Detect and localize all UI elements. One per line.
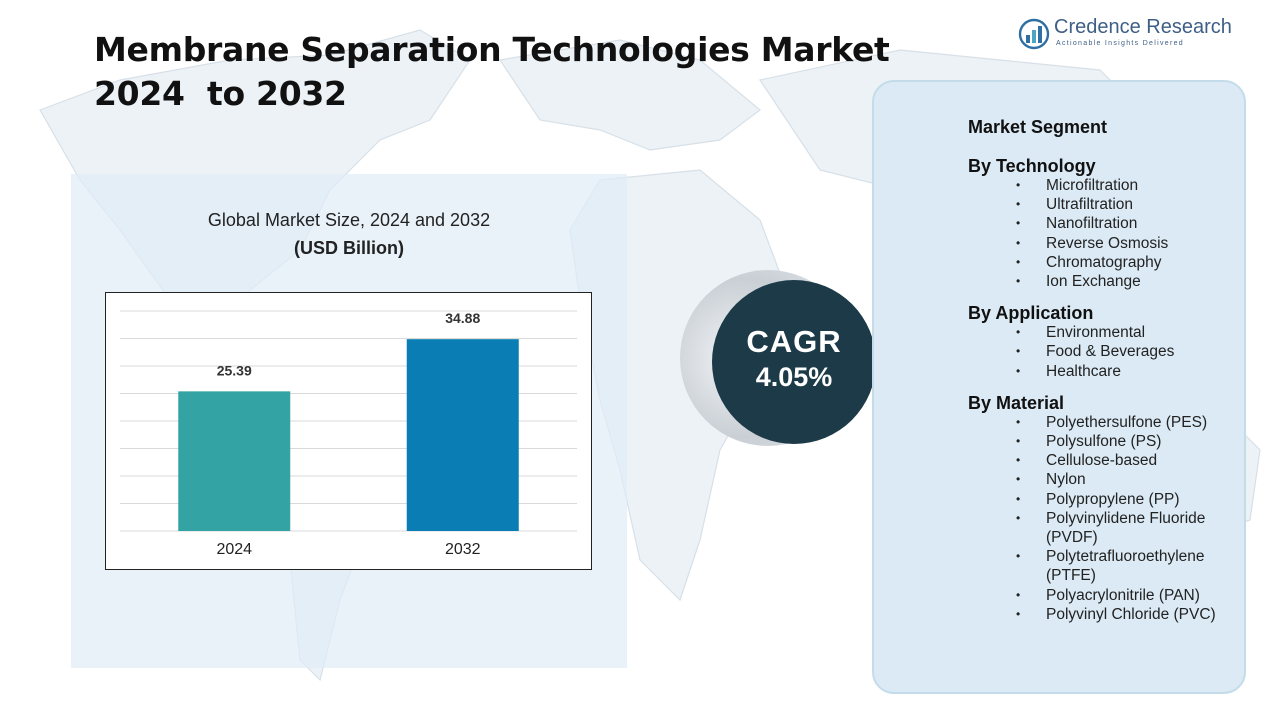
bullet-icon: •	[1016, 510, 1021, 525]
segment-item-label: Cellulose-based	[1046, 452, 1158, 470]
bullet-icon: •	[1016, 216, 1021, 231]
bullet-icon: •	[1016, 587, 1021, 602]
segment-item: • Nanofiltration	[968, 214, 1244, 233]
segment-item-label: Healthcare	[1046, 362, 1121, 380]
title-line-1: Membrane Separation Technologies Market	[94, 30, 890, 69]
bar-chart-logo-icon	[1018, 18, 1050, 50]
segment-item: • Polyethersulfone (PES)	[968, 413, 1244, 432]
cagr-value: 4.05%	[755, 362, 833, 392]
segment-item: • Nylon	[968, 470, 1244, 489]
segment-group: By Material • Polyethersulfone (PES) • Polys…	[968, 393, 1244, 624]
segment-title: Market Segment	[968, 117, 1108, 137]
segment-item-label: Nylon	[1046, 471, 1086, 489]
segment-item: • Polytetrafluoroethylene (PTFE)	[968, 547, 1244, 585]
company-logo: Credence Research Actionable Insights De…	[1018, 16, 1232, 52]
segment-item: • Healthcare	[968, 362, 1244, 381]
x-tick-label: 2024	[216, 541, 252, 558]
segment-item-label: Food & Beverages	[1046, 343, 1175, 361]
segment-item-label: Chromatography	[1046, 253, 1162, 271]
segment-item-label: Environmental	[1046, 324, 1146, 342]
bullet-icon: •	[1016, 453, 1021, 468]
data-label: 34.88	[445, 310, 480, 326]
segment-item-label: Nanofiltration	[1046, 215, 1138, 233]
bullet-icon: •	[1016, 325, 1021, 340]
x-tick-label: 2032	[445, 541, 481, 558]
segment-item-label: Reverse Osmosis	[1046, 234, 1169, 252]
segment-item: • Polypropylene (PP)	[968, 490, 1244, 509]
segment-item-label: Ultrafiltration	[1046, 196, 1133, 214]
bullet-icon: •	[1016, 414, 1021, 429]
segment-list: • Environmental • Food & Beverages • Healthca…	[968, 323, 1244, 381]
segment-item: • Environmental	[968, 323, 1244, 342]
segment-item: • Reverse Osmosis	[968, 234, 1244, 253]
segment-item-label: Ion Exchange	[1046, 273, 1141, 291]
segment-item: • Cellulose-based	[968, 451, 1244, 470]
segment-item: • Microfiltration	[968, 176, 1244, 195]
bullet-icon: •	[1016, 491, 1021, 506]
bullet-icon: •	[1016, 549, 1021, 564]
cagr-label: CAGR	[746, 324, 842, 359]
chart-subtitle: (USD Billion)	[294, 238, 404, 258]
segment-group: By Application • Environmental • Food & Beve…	[968, 303, 1244, 381]
segment-group-name: By Application	[968, 303, 1094, 324]
segment-item: • Polyvinyl Chloride (PVC)	[968, 605, 1244, 624]
bar-2024	[178, 391, 291, 531]
bar-2032	[406, 339, 519, 531]
segment-item: • Ultrafiltration	[968, 195, 1244, 214]
bullet-icon: •	[1016, 344, 1021, 359]
segment-item: • Polyvinylidene Fluoride (PVDF)	[968, 509, 1244, 547]
segment-group-name: By Technology	[968, 156, 1096, 176]
cagr-badge: CAGR 4.05%	[712, 280, 876, 444]
segment-item-label: Polyacrylonitrile (PAN)	[1046, 586, 1200, 604]
bullet-icon: •	[1016, 606, 1021, 621]
logo-name: Credence Research	[1054, 16, 1232, 38]
bullet-icon: •	[1016, 472, 1021, 487]
segment-item: • Food & Beverages	[968, 342, 1244, 361]
bullet-icon: •	[1016, 363, 1021, 378]
bullet-icon: •	[1016, 434, 1021, 449]
segment-item: • Chromatography	[968, 253, 1244, 272]
chart-title: Global Market Size, 2024 and 2032	[207, 210, 491, 230]
bullet-icon: •	[1016, 274, 1021, 289]
segment-list: • Microfiltration • Ultrafiltration • Nanofil…	[968, 176, 1244, 291]
data-label: 25.39	[217, 362, 252, 378]
segment-item-label: Polytetrafluoroethylene (PTFE)	[1046, 548, 1205, 585]
bullet-icon: •	[1016, 235, 1021, 250]
segment-group: By Technology • Microfiltration • Ultrafiltr…	[968, 156, 1244, 291]
page-title: Membrane Separation Technologies Market …	[94, 28, 890, 116]
bullet-icon: •	[1016, 178, 1021, 192]
logo-tagline: Actionable Insights Delivered	[1056, 40, 1184, 47]
market-segment-panel: Market Segment By Technology • Microfiltra…	[872, 80, 1246, 694]
title-line-2: 2024 to 2032	[94, 74, 347, 113]
segment-item-label: Polyvinyl Chloride (PVC)	[1046, 605, 1216, 623]
bullet-icon: •	[1016, 254, 1021, 269]
segment-item-label: Microfiltration	[1046, 177, 1139, 194]
segment-item-label: Polyethersulfone (PES)	[1046, 413, 1208, 431]
segment-item: • Ion Exchange	[968, 272, 1244, 291]
segment-item-label: Polysulfone (PS)	[1046, 433, 1162, 451]
segment-group-name: By Material	[968, 392, 1065, 413]
segment-groups: By Technology • Microfiltration • Ultrafiltr…	[968, 156, 1244, 624]
segment-item: • Polysulfone (PS)	[968, 432, 1244, 451]
bar-chart: 25.39 2024 34.88 2032	[105, 292, 592, 570]
segment-item-label: Polyvinylidene Fluoride (PVDF)	[1046, 509, 1206, 547]
segment-item-label: Polypropylene (PP)	[1046, 490, 1180, 508]
bullet-icon: •	[1016, 197, 1021, 212]
bar-chart-svg: 25.39 2024 34.88 2032	[120, 310, 577, 558]
segment-list: • Polyethersulfone (PES) • Polysulfone (PS)…	[968, 413, 1244, 624]
segment-item: • Polyacrylonitrile (PAN)	[968, 586, 1244, 605]
